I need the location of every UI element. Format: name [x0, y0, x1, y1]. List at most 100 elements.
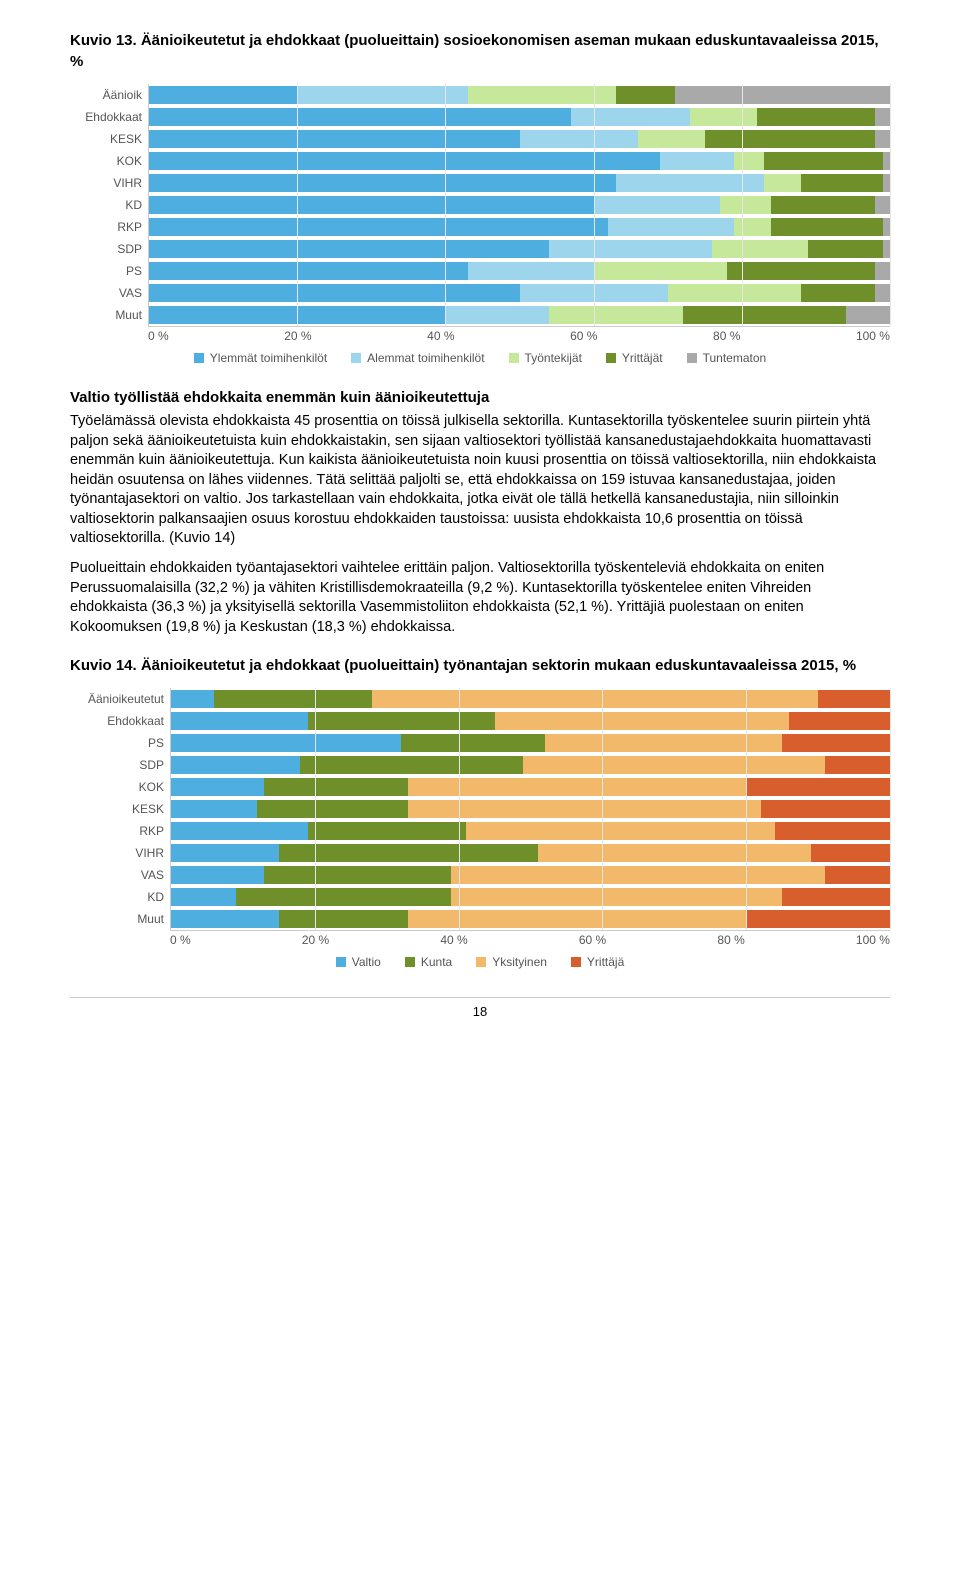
legend-swatch: [405, 957, 415, 967]
legend-label: Tuntematon: [703, 351, 767, 365]
section-p1: Työelämässä olevista ehdokkaista 45 pros…: [70, 412, 890, 549]
bar-segment: [594, 262, 727, 280]
bar-segment: [300, 756, 523, 774]
bar-segment: [616, 86, 675, 104]
bar-segment: [538, 844, 811, 862]
legend-label: Yrittäjät: [622, 351, 663, 365]
bar-row: [149, 172, 890, 194]
bar-row: [149, 150, 890, 172]
bar-segment: [801, 174, 883, 192]
bar-row: [149, 282, 890, 304]
ylabel: Äänioikeutetut: [70, 688, 164, 710]
bar-segment: [883, 174, 890, 192]
bar-segment: [408, 800, 760, 818]
bar-segment: [764, 152, 883, 170]
bar-segment: [257, 800, 408, 818]
chart13-xaxis: 0 %20 %40 %60 %80 %100 %: [148, 329, 890, 343]
bar-row: [171, 820, 890, 842]
bar-segment: [775, 822, 890, 840]
bar-segment: [801, 284, 875, 302]
bar-row: [171, 842, 890, 864]
chart14-legend: ValtioKuntaYksityinenYrittäjä: [70, 955, 890, 969]
bar-row: [149, 84, 890, 106]
bar-segment: [734, 218, 771, 236]
bar-segment: [727, 262, 875, 280]
xtick: 60 %: [570, 329, 597, 343]
bar-segment: [875, 284, 890, 302]
bar-segment: [875, 196, 890, 214]
chart14-xaxis: 0 %20 %40 %60 %80 %100 %: [170, 933, 890, 947]
bar-segment: [705, 130, 875, 148]
bar-segment: [782, 888, 890, 906]
chart14-title: Kuvio 14. Äänioikeutetut ja ehdokkaat (p…: [70, 655, 890, 676]
bar-segment: [308, 822, 466, 840]
legend-swatch: [571, 957, 581, 967]
legend-item: Valtio: [336, 955, 381, 969]
ylabel: VAS: [70, 864, 164, 886]
bar-segment: [468, 86, 616, 104]
bar-segment: [445, 306, 549, 324]
bar-row: [171, 732, 890, 754]
legend-swatch: [606, 353, 616, 363]
bar-segment: [883, 152, 890, 170]
ylabel: KOK: [70, 150, 142, 172]
ylabel: VIHR: [70, 842, 164, 864]
chart13: ÄänioikEhdokkaatKESKKOKVIHRKDRKPSDPPSVAS…: [70, 84, 890, 365]
chart13-ylabels: ÄänioikEhdokkaatKESKKOKVIHRKDRKPSDPPSVAS…: [70, 84, 148, 327]
ylabel: KD: [70, 886, 164, 908]
legend-swatch: [476, 957, 486, 967]
bar-segment: [545, 734, 782, 752]
bar-segment: [408, 910, 746, 928]
legend-label: Yksityinen: [492, 955, 547, 969]
ylabel: RKP: [70, 820, 164, 842]
ylabel: PS: [70, 732, 164, 754]
bar-segment: [549, 306, 682, 324]
legend-item: Työntekijät: [509, 351, 582, 365]
bar-segment: [520, 284, 668, 302]
bar-row: [149, 106, 890, 128]
bar-segment: [883, 218, 890, 236]
bar-segment: [818, 690, 890, 708]
xtick: 60 %: [579, 933, 606, 947]
bar-segment: [608, 218, 734, 236]
spacer: [70, 933, 170, 947]
bar-segment: [149, 152, 660, 170]
legend-item: Yrittäjät: [606, 351, 663, 365]
bar-segment: [149, 218, 608, 236]
chart14-bars: [170, 688, 890, 931]
bar-segment: [495, 712, 790, 730]
ylabel: PS: [70, 260, 142, 282]
bar-segment: [468, 262, 594, 280]
legend-label: Yrittäjä: [587, 955, 624, 969]
bar-segment: [372, 690, 818, 708]
ylabel: Äänioik: [70, 84, 142, 106]
bar-segment: [451, 866, 825, 884]
bar-segment: [825, 866, 890, 884]
bar-segment: [523, 756, 825, 774]
legend-item: Yrittäjä: [571, 955, 624, 969]
section-heading: Valtio työllistää ehdokkaita enemmän kui…: [70, 389, 890, 406]
bar-row: [149, 260, 890, 282]
legend-item: Ylemmät toimihenkilöt: [194, 351, 327, 365]
bar-row: [149, 238, 890, 260]
ylabel: KD: [70, 194, 142, 216]
ylabel: Muut: [70, 304, 142, 326]
xtick: 80 %: [717, 933, 744, 947]
bar-row: [171, 798, 890, 820]
bar-segment: [171, 866, 264, 884]
bar-segment: [264, 778, 408, 796]
ylabel: SDP: [70, 238, 142, 260]
xtick: 0 %: [148, 329, 169, 343]
ylabel: RKP: [70, 216, 142, 238]
bar-segment: [720, 196, 772, 214]
ylabel: KESK: [70, 128, 142, 150]
bar-segment: [875, 108, 890, 126]
legend-label: Työntekijät: [525, 351, 582, 365]
xtick: 100 %: [856, 933, 890, 947]
bar-segment: [638, 130, 705, 148]
bar-segment: [297, 86, 467, 104]
bar-segment: [171, 800, 257, 818]
bar-segment: [214, 690, 372, 708]
bar-segment: [616, 174, 764, 192]
bar-segment: [712, 240, 808, 258]
